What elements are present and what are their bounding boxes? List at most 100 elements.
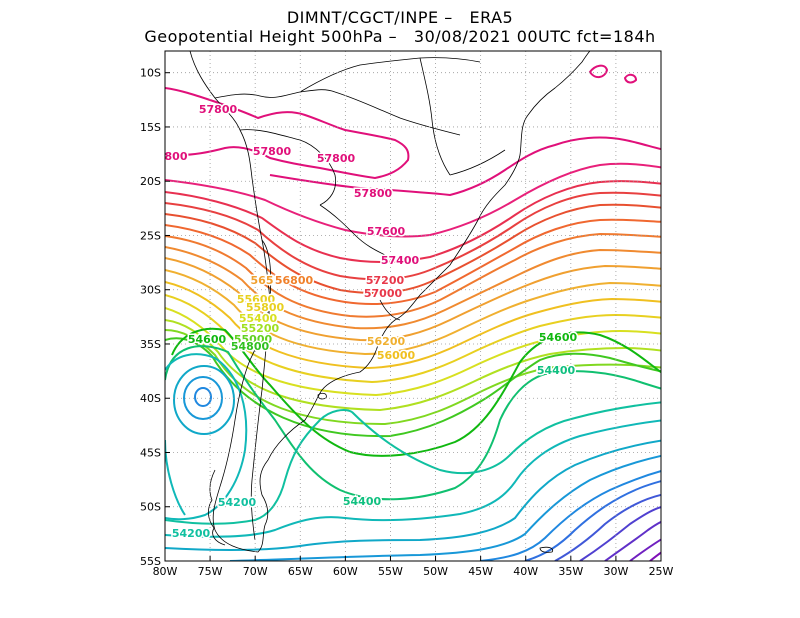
border-paraguay [319, 204, 386, 256]
contour-label: 56000 [377, 349, 416, 362]
contour-label: 565 [251, 274, 274, 287]
border-brazil-states-3 [449, 149, 506, 176]
border-bolivia [239, 129, 337, 206]
lat-tick-label: 15S [140, 121, 161, 134]
south-georgia [539, 546, 554, 553]
contour-label: 57000 [364, 287, 403, 300]
contour-57600 [165, 162, 661, 238]
contour-53200 [524, 480, 661, 561]
contour-52400 [629, 538, 661, 561]
lon-tick-label: 40W [513, 565, 538, 578]
contour-57000 [165, 203, 661, 294]
lon-tick-label: 70W [243, 565, 268, 578]
chile-fjords [208, 469, 226, 546]
contour-53000 [554, 493, 661, 561]
border-brazil-states-4 [334, 91, 461, 136]
contour-54400 [165, 345, 661, 501]
lat-tick-label: 40S [140, 392, 161, 405]
lon-tick-label: 80W [153, 565, 178, 578]
contour-label: 55400 [239, 312, 278, 325]
contour-label: 54600 [539, 331, 578, 344]
lon-tick-label: 55W [378, 565, 403, 578]
contour-54800 [165, 337, 661, 438]
contour-55800 [165, 281, 661, 370]
contour-57400 [165, 180, 661, 263]
contour-label: 800 [165, 150, 188, 163]
border-brazil-uruguay [379, 299, 401, 321]
low-center-ring-4 [165, 353, 248, 521]
border-brazil-states-1 [299, 57, 481, 93]
lat-tick-label: 55S [140, 555, 161, 568]
contour-56000 [165, 269, 661, 356]
contour-label: 55800 [246, 301, 285, 314]
contour-label: 55000 [234, 333, 273, 346]
border-peru-brazil [214, 89, 336, 99]
map-title-line-1: DIMNT/CGCT/INPE – ERA5 [286, 8, 514, 27]
contour-label: 54200 [218, 496, 257, 509]
contour-52800 [579, 505, 661, 561]
contour-52600 [604, 520, 661, 561]
contour-label: 54200 [172, 527, 211, 540]
contour-label: 56800 [275, 274, 314, 287]
contour-56600 [165, 232, 661, 318]
contour-54000 [165, 419, 661, 538]
longitude-labels: 80W 75W 70W 65W 60W 55W 50W 45W 40W 35W 30W 25W [153, 556, 674, 578]
contour-57800-north [165, 87, 410, 180]
lat-tick-label: 20S [140, 175, 161, 188]
lon-tick-label: 75W [198, 565, 223, 578]
contour-label: 57800 [199, 103, 238, 116]
contour-55000 [165, 329, 661, 426]
contour-label: 54800 [231, 340, 270, 353]
contour-55400 [165, 307, 661, 397]
south-america-coastline [189, 51, 591, 553]
contour-label: 54400 [343, 495, 382, 508]
lat-tick-label: 10S [140, 67, 161, 80]
grid-lines [165, 51, 661, 562]
contour-label: 57800 [317, 152, 356, 165]
lon-tick-label: 60W [333, 565, 358, 578]
contour-55200 [165, 319, 661, 412]
lat-tick-label: 30S [140, 284, 161, 297]
lat-tick-label: 50S [140, 501, 161, 514]
low-center-ring-1 [194, 387, 212, 407]
contour-53800 [165, 439, 661, 552]
contour-label: 55200 [241, 322, 280, 335]
lon-tick-label: 30W [603, 565, 628, 578]
lat-tick-label: 45S [140, 446, 161, 459]
contour-57800-ne-blob [588, 64, 609, 78]
latitude-labels: 10S 15S 20S 25S 30S 35S 40S 45S 50S 55S [140, 67, 170, 568]
contour-label: 57800 [253, 145, 292, 158]
contour-53400 [479, 470, 661, 561]
contour-56400 [165, 246, 661, 330]
lon-tick-label: 65W [288, 565, 313, 578]
coastline-borders [189, 51, 591, 553]
contour-label: 57600 [367, 225, 406, 238]
contour-56800 [165, 218, 661, 305]
border-chile-argentina [250, 239, 272, 541]
contour-54200 [165, 401, 661, 525]
lon-tick-label: 50W [423, 565, 448, 578]
lon-tick-label: 25W [649, 565, 674, 578]
contour-label: 57200 [366, 274, 405, 287]
contour-label: 57800 [354, 187, 393, 200]
contour-label: 56200 [367, 335, 406, 348]
contour-label: 54600 [188, 333, 227, 346]
contour-56200 [165, 257, 661, 342]
contour-57800-south [269, 136, 661, 197]
contour-lines [165, 64, 661, 561]
lat-tick-label: 35S [140, 338, 161, 351]
contour-label: 55600 [237, 293, 276, 306]
lon-tick-label: 45W [468, 565, 493, 578]
contour-label: 57400 [381, 254, 420, 267]
contour-53600 [229, 454, 661, 561]
contour-57800-ne-blob-2 [623, 73, 638, 84]
contour-labels: 57800 57800 57800 57800 800 57600 57400 5720057… [163, 102, 579, 542]
lat-tick-label: 25S [140, 229, 161, 242]
contour-52200 [649, 551, 661, 561]
contour-label: 54400 [537, 364, 576, 377]
map-title-line-2: Geopotential Height 500hPa – 30/08/2021 … [144, 27, 656, 46]
contour-57200 [165, 191, 661, 281]
low-center-ring-3 [173, 365, 235, 435]
plot-frame [164, 50, 662, 562]
